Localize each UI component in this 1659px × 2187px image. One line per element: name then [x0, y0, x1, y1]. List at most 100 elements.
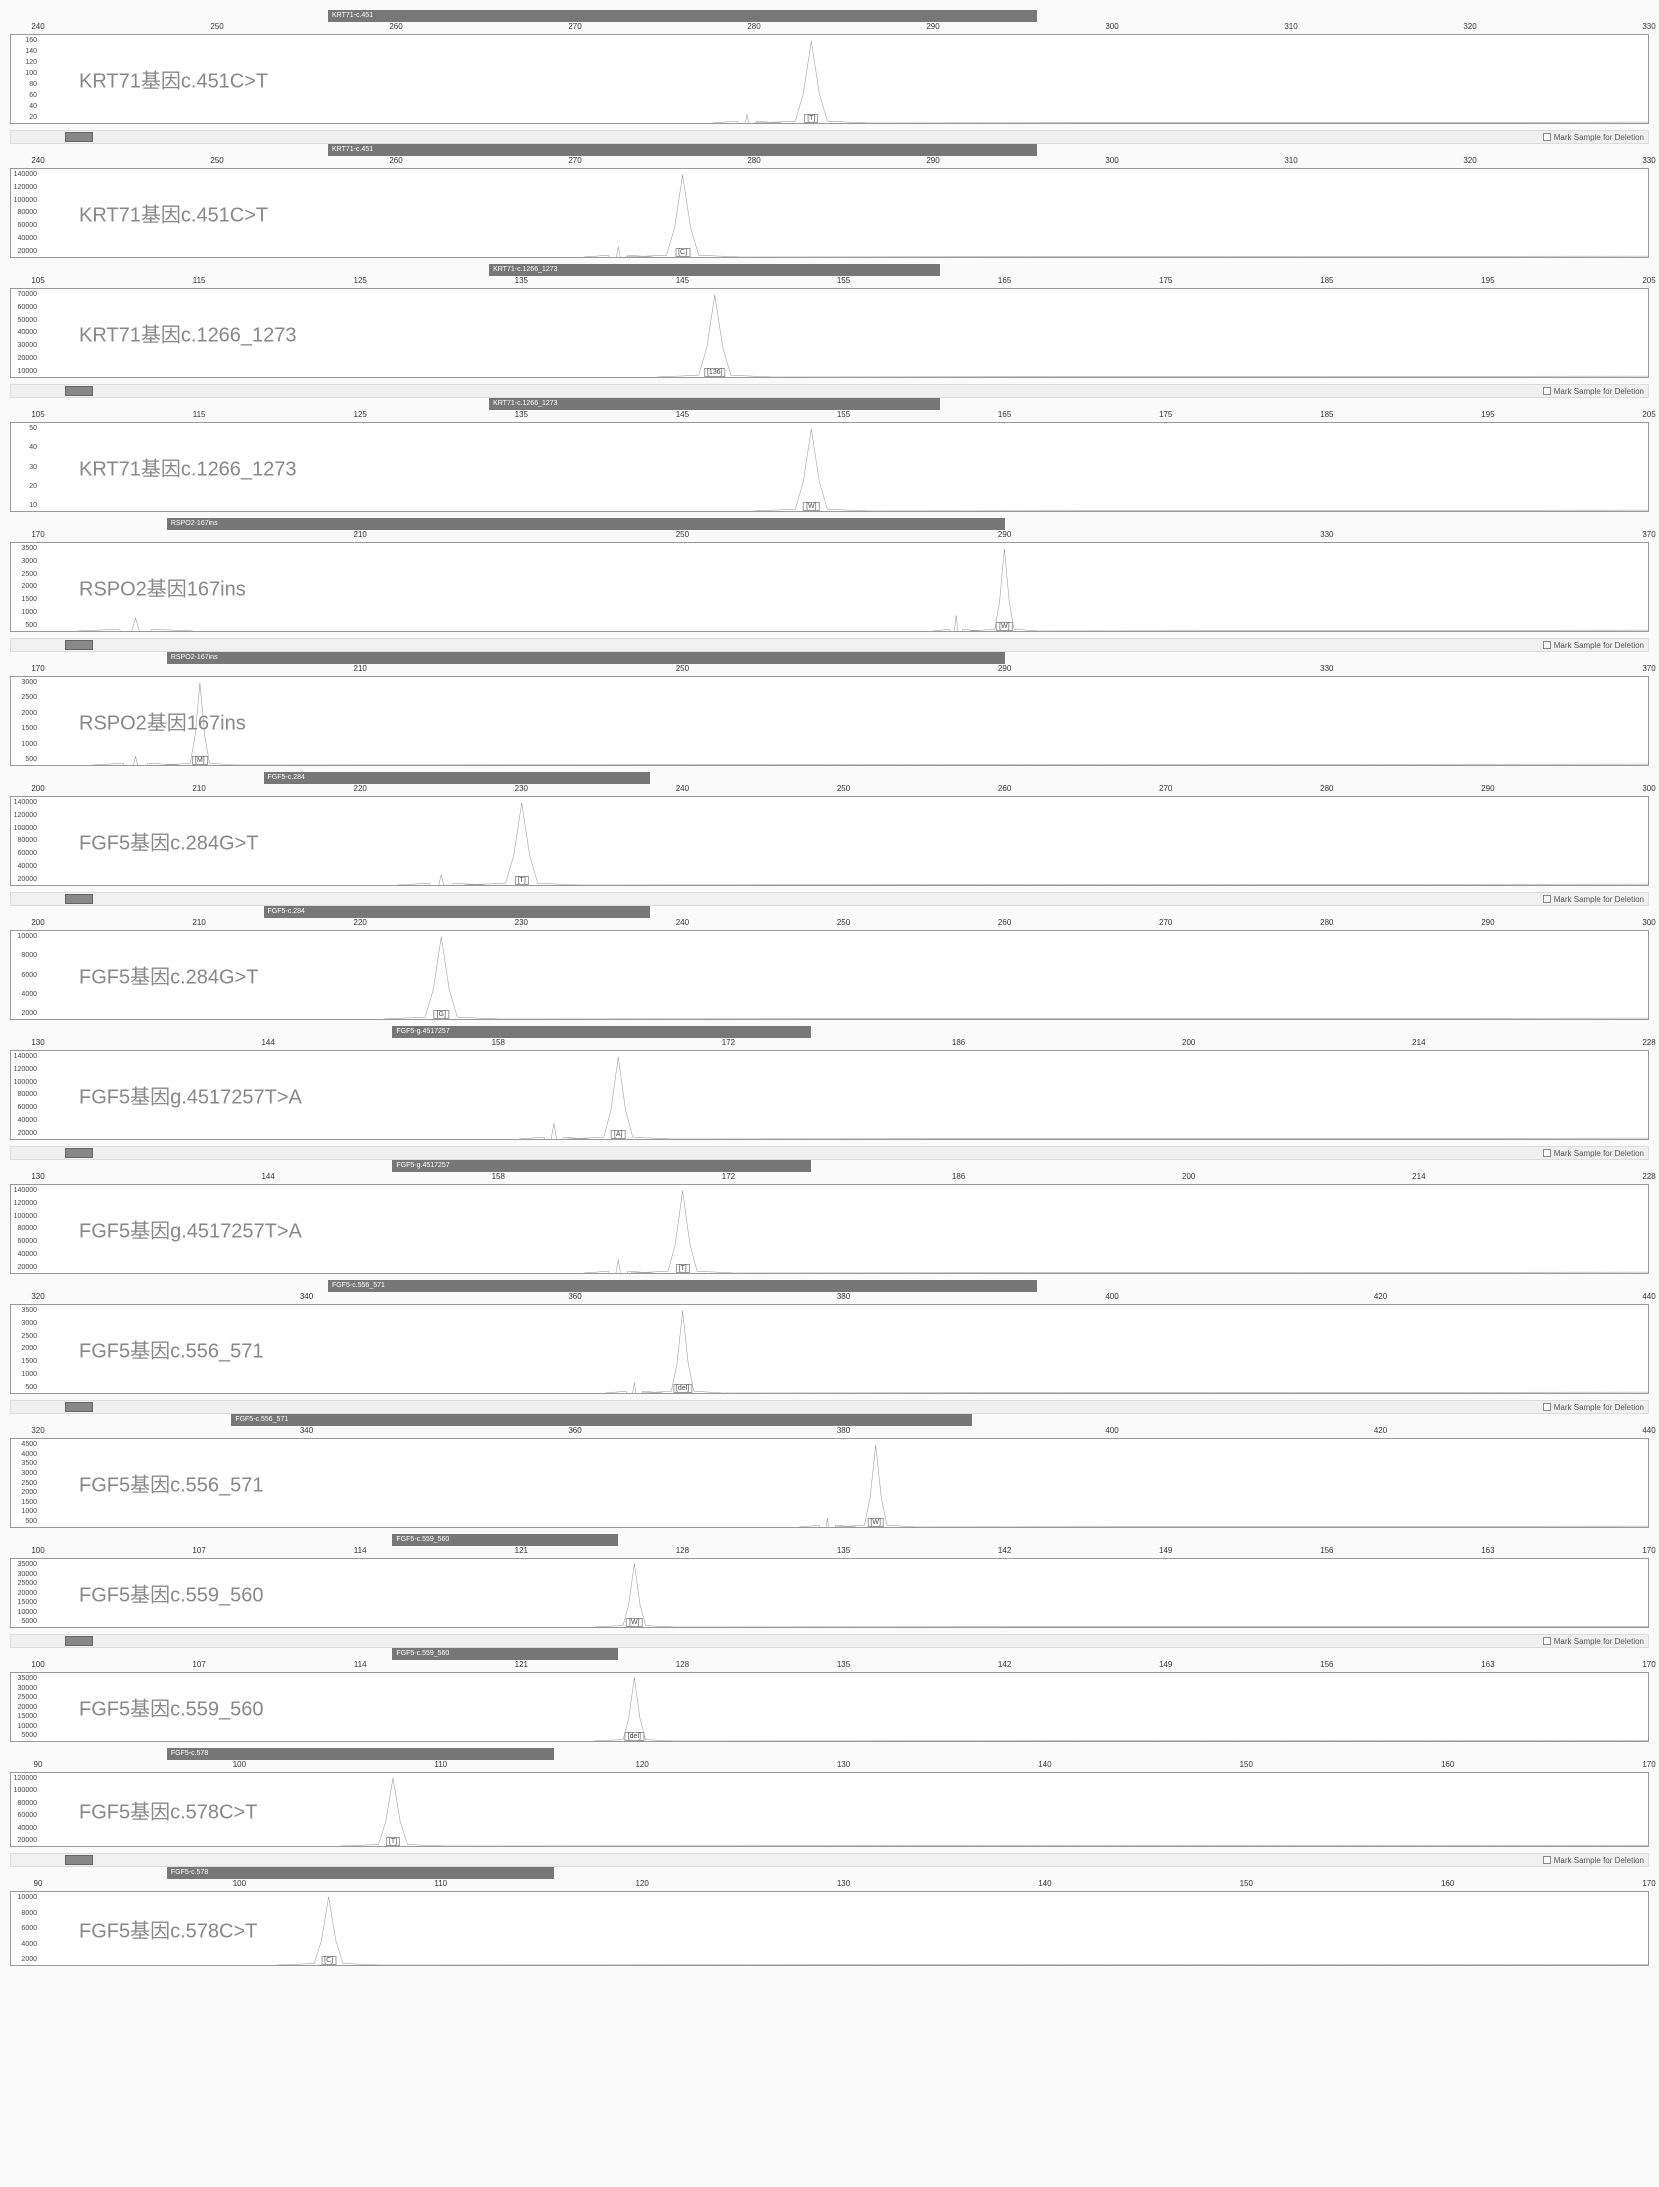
checkbox-icon[interactable] — [1543, 641, 1551, 649]
peak-call-label: [W] — [867, 1518, 884, 1527]
x-axis: 100107114121128135142149156163170 — [10, 1660, 1649, 1672]
peak-call-label: [136] — [704, 368, 726, 377]
peak-call-label: [W] — [996, 622, 1013, 631]
checkbox-icon[interactable] — [1543, 133, 1551, 141]
chart-box: 100008000600040002000FGF5基因c.284G>T[G] — [10, 930, 1649, 1020]
panel: FGF5-c.284200210220230240250260270280290… — [10, 772, 1649, 886]
y-tick: 6000 — [13, 1925, 37, 1932]
x-tick: 300 — [1642, 918, 1655, 927]
y-tick: 5000 — [13, 1732, 37, 1739]
x-tick: 280 — [1320, 918, 1333, 927]
y-tick: 60000 — [13, 850, 37, 857]
mark-sample-for-deletion[interactable]: Mark Sample for Deletion — [1543, 895, 1644, 904]
checkbox-icon[interactable] — [1543, 1149, 1551, 1157]
x-tick: 155 — [837, 410, 850, 419]
y-tick: 80000 — [13, 1225, 37, 1232]
x-tick: 165 — [998, 276, 1011, 285]
y-tick: 4000 — [13, 1451, 37, 1458]
checkbox-icon[interactable] — [1543, 387, 1551, 395]
x-tick: 250 — [837, 784, 850, 793]
marker-title-bar: FGF5-c.284 — [264, 906, 651, 918]
chart-box: 14000012000010000080000600004000020000FG… — [10, 1050, 1649, 1140]
x-tick: 210 — [192, 918, 205, 927]
x-tick: 228 — [1642, 1172, 1655, 1181]
x-tick: 100 — [31, 1660, 44, 1669]
y-tick: 8000 — [13, 952, 37, 959]
mark-sample-for-deletion[interactable]: Mark Sample for Deletion — [1543, 1149, 1644, 1158]
checkbox-icon[interactable] — [1543, 1403, 1551, 1411]
mark-sample-label: Mark Sample for Deletion — [1554, 1856, 1644, 1865]
checkbox-icon[interactable] — [1543, 1637, 1551, 1645]
y-tick: 40000 — [13, 1251, 37, 1258]
x-tick: 260 — [389, 156, 402, 165]
x-tick: 135 — [837, 1660, 850, 1669]
trace-path — [594, 1678, 1648, 1741]
x-tick: 300 — [1105, 156, 1118, 165]
y-tick: 120000 — [13, 184, 37, 191]
y-tick: 40000 — [13, 1117, 37, 1124]
x-tick: 270 — [1159, 918, 1172, 927]
x-tick: 170 — [31, 530, 44, 539]
y-axis: 3500030000250002000015000100005000 — [11, 1673, 39, 1741]
y-tick: 500 — [13, 756, 37, 763]
x-tick: 420 — [1374, 1292, 1387, 1301]
chart-box: 14000012000010000080000600004000020000KR… — [10, 168, 1649, 258]
x-tick: 170 — [1642, 1546, 1655, 1555]
y-tick: 30000 — [13, 1685, 37, 1692]
mark-sample-for-deletion[interactable]: Mark Sample for Deletion — [1543, 387, 1644, 396]
x-tick: 156 — [1320, 1546, 1333, 1555]
checkbox-icon[interactable] — [1543, 1856, 1551, 1864]
mark-sample-for-deletion[interactable]: Mark Sample for Deletion — [1543, 133, 1644, 142]
header-indicator — [65, 894, 93, 904]
header-indicator — [65, 1855, 93, 1865]
x-tick: 200 — [1182, 1172, 1195, 1181]
panel: Mark Sample for DeletionFGF5-g.451725713… — [10, 1146, 1649, 1274]
mark-sample-label: Mark Sample for Deletion — [1554, 1149, 1644, 1158]
x-tick: 110 — [434, 1879, 447, 1888]
marker-title-bar: KRT71-c.451 — [328, 10, 1037, 22]
mark-sample-for-deletion[interactable]: Mark Sample for Deletion — [1543, 1403, 1644, 1412]
marker-title-bar: RSPO2-167ins — [167, 652, 1005, 664]
y-axis: 350030002500200015001000500 — [11, 543, 39, 631]
y-tick: 60000 — [13, 1812, 37, 1819]
mark-sample-label: Mark Sample for Deletion — [1554, 133, 1644, 142]
x-tick: 90 — [34, 1879, 43, 1888]
x-tick: 290 — [998, 664, 1011, 673]
mark-sample-for-deletion[interactable]: Mark Sample for Deletion — [1543, 1637, 1644, 1646]
marker-title-bar: FGF5-g.4517257 — [392, 1160, 811, 1172]
panel-header-bar: Mark Sample for Deletion — [10, 1146, 1649, 1160]
plot-area: FGF5基因c.578C>T[T] — [39, 1773, 1648, 1846]
chart-box: 350030002500200015001000500FGF5基因c.556_5… — [10, 1304, 1649, 1394]
y-tick: 20000 — [13, 248, 37, 255]
panel: FGF5-c.556_57132034036038040042044035003… — [10, 1280, 1649, 1394]
trace-svg — [39, 797, 1648, 885]
plot-area: FGF5基因c.559_560[del] — [39, 1673, 1648, 1741]
mark-sample-label: Mark Sample for Deletion — [1554, 895, 1644, 904]
x-axis: 90100110120130140150160170 — [10, 1879, 1649, 1891]
y-tick: 30 — [13, 464, 37, 471]
y-tick: 40000 — [13, 235, 37, 242]
x-tick: 130 — [31, 1038, 44, 1047]
x-tick: 158 — [492, 1038, 505, 1047]
panel-header-bar: Mark Sample for Deletion — [10, 892, 1649, 906]
mark-sample-for-deletion[interactable]: Mark Sample for Deletion — [1543, 1856, 1644, 1865]
x-tick: 165 — [998, 410, 1011, 419]
peak-call-label: [del] — [673, 1384, 692, 1393]
chart-box: 3500030000250002000015000100005000FGF5基因… — [10, 1558, 1649, 1628]
y-tick: 4500 — [13, 1441, 37, 1448]
plot-area: KRT71基因c.451C>T[T] — [39, 35, 1648, 123]
y-tick: 20000 — [13, 1264, 37, 1271]
x-tick: 280 — [747, 22, 760, 31]
checkbox-icon[interactable] — [1543, 895, 1551, 903]
y-tick: 20 — [13, 114, 37, 121]
mark-sample-for-deletion[interactable]: Mark Sample for Deletion — [1543, 641, 1644, 650]
electropherogram-root: KRT71-c.45124025026027028029030031032033… — [10, 10, 1649, 1966]
marker-title-bar: FGF5-g.4517257 — [392, 1026, 811, 1038]
y-tick: 120000 — [13, 812, 37, 819]
x-tick: 160 — [1441, 1879, 1454, 1888]
chart-box: 5040302010KRT71基因c.1266_1273[W] — [10, 422, 1649, 512]
x-tick: 107 — [192, 1546, 205, 1555]
y-tick: 80000 — [13, 1091, 37, 1098]
trace-svg — [39, 1673, 1648, 1741]
x-tick: 140 — [1038, 1879, 1051, 1888]
